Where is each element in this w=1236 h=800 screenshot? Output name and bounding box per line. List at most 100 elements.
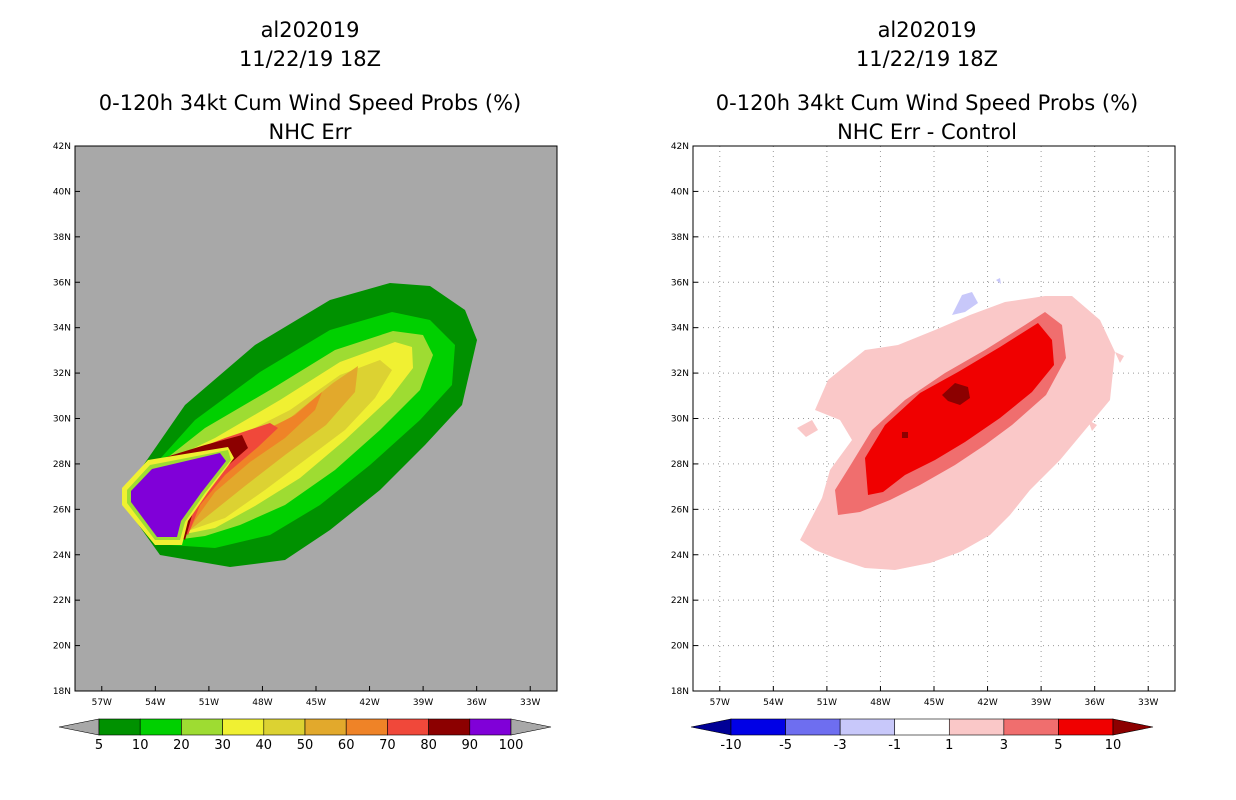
right-contour-over-10-dot xyxy=(902,432,908,438)
left-title-line-2: 11/22/19 18Z xyxy=(239,47,381,71)
left-colorbar: 5 10 20 30 40 50 60 70 80 90 100 xyxy=(58,718,552,753)
right-colorbar-label: -3 xyxy=(834,738,847,753)
right-x-tick-label: 45W xyxy=(924,698,944,708)
right-title-line-2: 11/22/19 18Z xyxy=(856,47,998,71)
right-colorbar-swatch xyxy=(730,718,786,736)
left-contour-100-inner xyxy=(131,453,226,537)
right-y-tick-label: 18N xyxy=(671,687,689,697)
right-x-tick-label: 48W xyxy=(870,698,890,708)
right-contour-5to10 xyxy=(865,323,1054,495)
right-colorbar-label: 10 xyxy=(1105,738,1122,753)
left-panel: al202019 11/22/19 18Z 0-120h 34kt Cum Wi… xyxy=(53,18,558,753)
right-title-line-1: al202019 xyxy=(878,18,977,42)
left-colorbar-swatch xyxy=(428,718,471,736)
right-colorbar-label: 1 xyxy=(945,738,953,753)
right-y-tick-label: 26N xyxy=(671,505,689,515)
left-colorbar-label: 100 xyxy=(499,738,524,753)
left-x-tick-label: 48W xyxy=(252,698,272,708)
right-y-tick-label: 36N xyxy=(671,278,689,288)
right-difference-contours xyxy=(797,278,1124,570)
left-colorbar-swatch xyxy=(263,718,306,736)
left-colorbar-label: 5 xyxy=(95,738,103,753)
right-y-tick-label: 40N xyxy=(671,187,689,197)
right-colorbar-swatch xyxy=(785,718,841,736)
left-colorbar-label: 80 xyxy=(420,738,437,753)
left-y-tick-label: 28N xyxy=(53,460,71,470)
left-colorbar-label: 20 xyxy=(173,738,190,753)
right-contour-negative-dot xyxy=(996,278,1001,284)
right-y-tick-label: 22N xyxy=(671,596,689,606)
left-y-tick-label: 36N xyxy=(53,278,71,288)
left-y-tick-label: 32N xyxy=(53,369,71,379)
left-y-tick-label: 42N xyxy=(53,142,71,152)
left-x-tick-label: 36W xyxy=(466,698,486,708)
right-x-tick-label: 51W xyxy=(817,698,837,708)
left-colorbar-swatch xyxy=(469,718,512,736)
left-y-tick-label: 22N xyxy=(53,596,71,606)
left-y-tick-label: 30N xyxy=(53,415,71,425)
right-colorbar-label: -1 xyxy=(888,738,901,753)
left-y-tick-label: 40N xyxy=(53,187,71,197)
right-x-tick-label: 42W xyxy=(977,698,997,708)
right-colorbar-swatch xyxy=(1003,718,1059,736)
left-colorbar-swatch xyxy=(181,718,223,736)
left-colorbar-swatch xyxy=(345,718,388,736)
right-y-tick-label: 30N xyxy=(671,415,689,425)
right-colorbar-swatch xyxy=(894,718,950,736)
right-x-tick-label: 54W xyxy=(763,698,783,708)
right-colorbar-label: -10 xyxy=(720,738,741,753)
left-colorbar-label: 70 xyxy=(379,738,396,753)
right-contour-negative-1to3 xyxy=(952,292,978,315)
right-colorbar-under-arrow xyxy=(690,718,732,736)
right-y-tick-label: 20N xyxy=(671,642,689,652)
left-colorbar-over-arrow xyxy=(510,718,552,736)
left-title-line-1: al202019 xyxy=(261,18,360,42)
left-colorbar-label: 50 xyxy=(297,738,314,753)
left-x-tick-label: 45W xyxy=(306,698,326,708)
right-x-tick-label: 39W xyxy=(1031,698,1051,708)
left-y-tick-label: 26N xyxy=(53,505,71,515)
right-x-tick-label: 33W xyxy=(1138,698,1158,708)
left-x-tick-label: 57W xyxy=(92,698,112,708)
right-colorbar-label: 5 xyxy=(1054,738,1062,753)
left-colorbar-label: 90 xyxy=(462,738,479,753)
right-axis-ticks: 57W 54W 51W 48W 45W 42W 39W 36W 33W 18N 20N 22N 24N 2… xyxy=(671,142,1159,708)
left-y-tick-label: 20N xyxy=(53,642,71,652)
left-title-line-3: 0-120h 34kt Cum Wind Speed Probs (%) xyxy=(99,91,521,115)
left-colorbar-swatch xyxy=(387,718,429,736)
left-colorbar-label: 10 xyxy=(132,738,149,753)
left-colorbar-swatch xyxy=(98,718,141,736)
left-colorbar-under-arrow xyxy=(58,718,100,736)
right-colorbar-swatch xyxy=(1058,718,1114,736)
right-contour-1to3-blob-c xyxy=(1115,352,1124,363)
left-colorbar-label: 30 xyxy=(214,738,231,753)
right-y-tick-label: 24N xyxy=(671,551,689,561)
right-x-tick-label: 36W xyxy=(1084,698,1104,708)
left-x-tick-label: 54W xyxy=(145,698,165,708)
left-x-tick-label: 42W xyxy=(359,698,379,708)
right-y-tick-label: 28N xyxy=(671,460,689,470)
left-title-line-4: NHC Err xyxy=(268,120,351,144)
right-contour-1to3-blob-a xyxy=(797,420,818,437)
right-y-tick-label: 42N xyxy=(671,142,689,152)
right-x-tick-label: 57W xyxy=(710,698,730,708)
right-colorbar: -10 -5 -3 -1 1 3 5 10 xyxy=(690,718,1154,753)
right-colorbar-swatch xyxy=(839,718,896,736)
right-panel: al202019 11/22/19 18Z 0-120h 34kt Cum Wi… xyxy=(671,18,1176,753)
right-y-tick-label: 38N xyxy=(671,233,689,243)
left-colorbar-label: 60 xyxy=(338,738,355,753)
left-y-tick-label: 24N xyxy=(53,551,71,561)
left-axis-ticks: 57W 54W 51W 48W 45W 42W 39W 36W 33W 18N 20N 22N 24N 2… xyxy=(53,142,541,708)
right-colorbar-label: -5 xyxy=(779,738,792,753)
left-colorbar-swatch xyxy=(139,718,182,736)
left-y-tick-label: 34N xyxy=(53,324,71,334)
left-colorbar-swatch xyxy=(304,718,347,736)
left-x-tick-label: 33W xyxy=(520,698,540,708)
right-colorbar-over-arrow xyxy=(1112,718,1154,736)
left-colorbar-label: 40 xyxy=(256,738,273,753)
right-title-line-4: NHC Err - Control xyxy=(837,120,1017,144)
right-y-tick-label: 32N xyxy=(671,369,689,379)
right-contour-over-10 xyxy=(942,383,970,405)
left-x-tick-label: 51W xyxy=(199,698,219,708)
